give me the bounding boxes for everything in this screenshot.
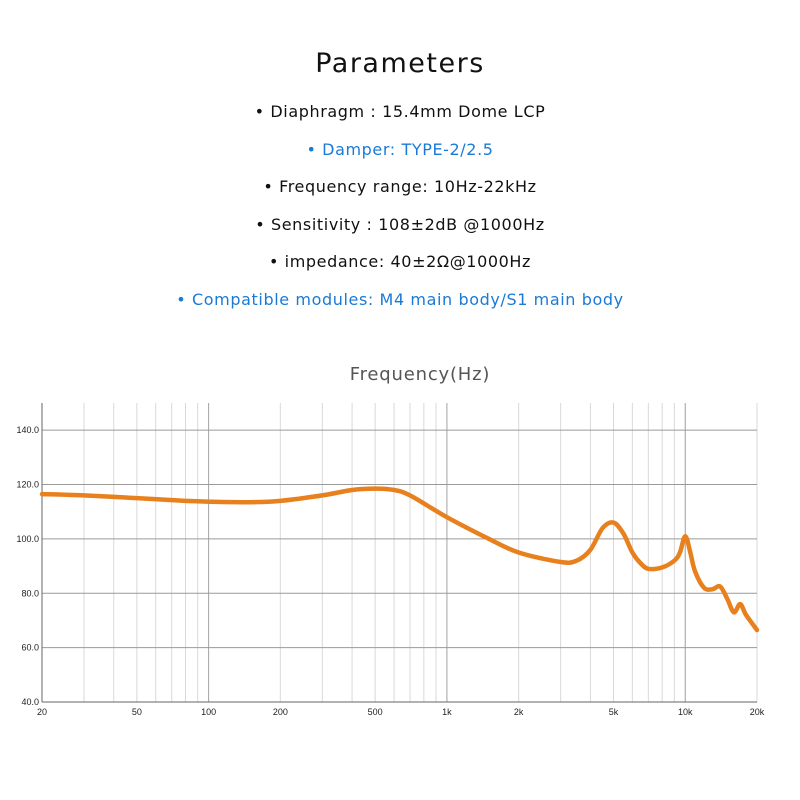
param-sensitivity: • Sensitivity : 108±2dB @1000Hz <box>255 214 545 234</box>
y-tick-label: 40.0 <box>21 697 39 707</box>
y-tick-label: 100.0 <box>16 534 39 544</box>
x-tick-label: 200 <box>273 707 288 717</box>
param-damper: • Damper: TYPE-2/2.5 <box>306 139 494 159</box>
chart-title: Frequency(Hz) <box>349 364 491 385</box>
y-tick-label: 120.0 <box>16 480 39 490</box>
y-tick-label: 140.0 <box>16 425 39 435</box>
param-frequency-range: • Frequency range: 10Hz-22kHz <box>263 177 537 196</box>
frequency-response-chart: 40.0 60.0 80.0 100.0 120.0 140.0 20 50 100 200 500… <box>16 403 765 717</box>
y-tick-label: 60.0 <box>21 643 39 653</box>
x-tick-label: 100 <box>201 707 216 717</box>
x-tick-label: 10k <box>678 707 693 717</box>
param-diaphragm: • Diaphragm : 15.4mm Dome LCP <box>254 102 546 121</box>
y-tick-label: 80.0 <box>21 588 39 598</box>
x-tick-label: 1k <box>442 707 452 717</box>
param-impedance: • impedance: 40±2Ω@1000Hz <box>268 252 532 271</box>
x-tick-label: 2k <box>514 707 524 717</box>
x-tick-label: 20k <box>750 707 765 717</box>
x-tick-label: 20 <box>37 707 47 717</box>
x-tick-label: 500 <box>368 707 383 717</box>
frequency-response-line <box>39 486 760 633</box>
x-tick-label: 5k <box>609 707 619 717</box>
x-tick-label: 50 <box>132 707 142 717</box>
param-compatible-modules: • Compatible modules: M4 main body/S1 ma… <box>176 289 624 309</box>
page-title: Parameters <box>315 48 485 79</box>
parameter-list: • Diaphragm : 15.4mm Dome LCP • Damper: … <box>0 98 800 323</box>
